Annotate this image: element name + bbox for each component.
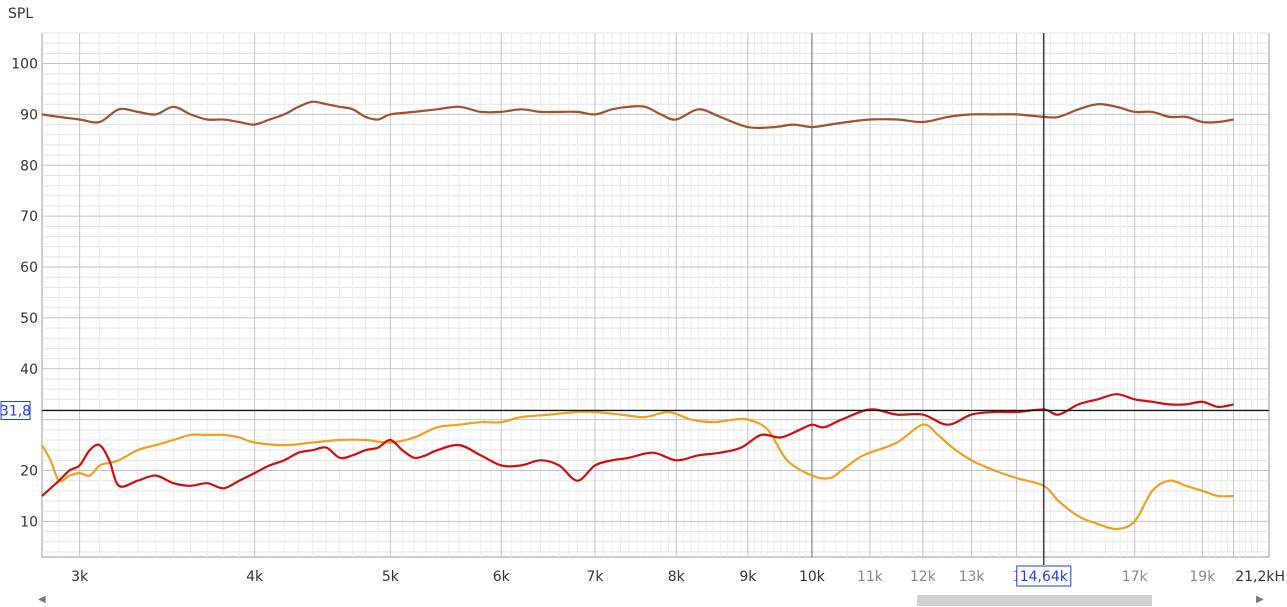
x-tick-label: 3k <box>71 569 89 585</box>
plot-area[interactable] <box>41 32 1270 558</box>
scroll-left-arrow-icon[interactable]: ◀ <box>38 594 46 605</box>
cursor-y-readout: 31,8 <box>0 403 31 419</box>
x-tick-label: 13k <box>959 569 986 585</box>
series-line-3 <box>41 393 1234 497</box>
y-tick-label: 60 <box>20 260 38 276</box>
scroll-thumb[interactable] <box>917 595 1152 606</box>
x-tick-labels: 3k4k5k6k7k8k9k10k11k12k13k117k19k21,2kH1… <box>71 565 1285 587</box>
x-tick-label: 9k <box>739 569 757 585</box>
scroll-right-arrow-icon[interactable]: ▶ <box>1256 594 1264 605</box>
spl-chart[interactable]: SPL 10 20 40 50 60 70 80 90 100 31,8 3k 4k 5k 6k 7k 8k… <box>0 0 1287 592</box>
y-tick-label: 80 <box>20 158 38 174</box>
y-tick-label: 10 <box>20 514 38 530</box>
x-tick-label: 12k <box>910 569 937 585</box>
minor-grid <box>42 32 1269 557</box>
series-line-2 <box>41 410 1234 531</box>
x-tick-label: 11k <box>857 569 884 585</box>
y-tick-labels: 10 20 40 50 60 70 80 90 100 31,8 <box>0 57 38 531</box>
x-tick-label: 10k <box>799 569 826 585</box>
cursor <box>42 33 1269 565</box>
cursor-y-readout-box <box>0 400 31 420</box>
y-tick-label: 20 <box>20 464 38 480</box>
x-end-label: 21,2kH <box>1235 569 1285 585</box>
horizontal-scrollbar[interactable]: ◀ ▶ <box>0 592 1287 607</box>
cursor-x-readout-box <box>1016 565 1072 587</box>
x-tick-label: 8k <box>668 569 686 585</box>
x-tick-label: 19k <box>1189 569 1216 585</box>
y-tick-label: 40 <box>20 362 38 378</box>
series-layer <box>41 100 1234 531</box>
y-tick-label: 50 <box>20 311 38 327</box>
y-tick-label: 70 <box>20 209 38 225</box>
y-tick-label: 100 <box>11 57 38 73</box>
cursor-x-readout: 14,64k <box>1020 569 1069 585</box>
y-tick-label: 90 <box>20 107 38 123</box>
y-axis-title: SPL <box>8 6 33 22</box>
series-line-1 <box>41 100 1234 130</box>
x-tick-label: 6k <box>493 569 511 585</box>
x-tick-label: 5k <box>382 569 400 585</box>
x-tick-label: 7k <box>586 569 604 585</box>
x-tick-label: 17k <box>1122 569 1149 585</box>
x-tick-label: 4k <box>246 569 264 585</box>
